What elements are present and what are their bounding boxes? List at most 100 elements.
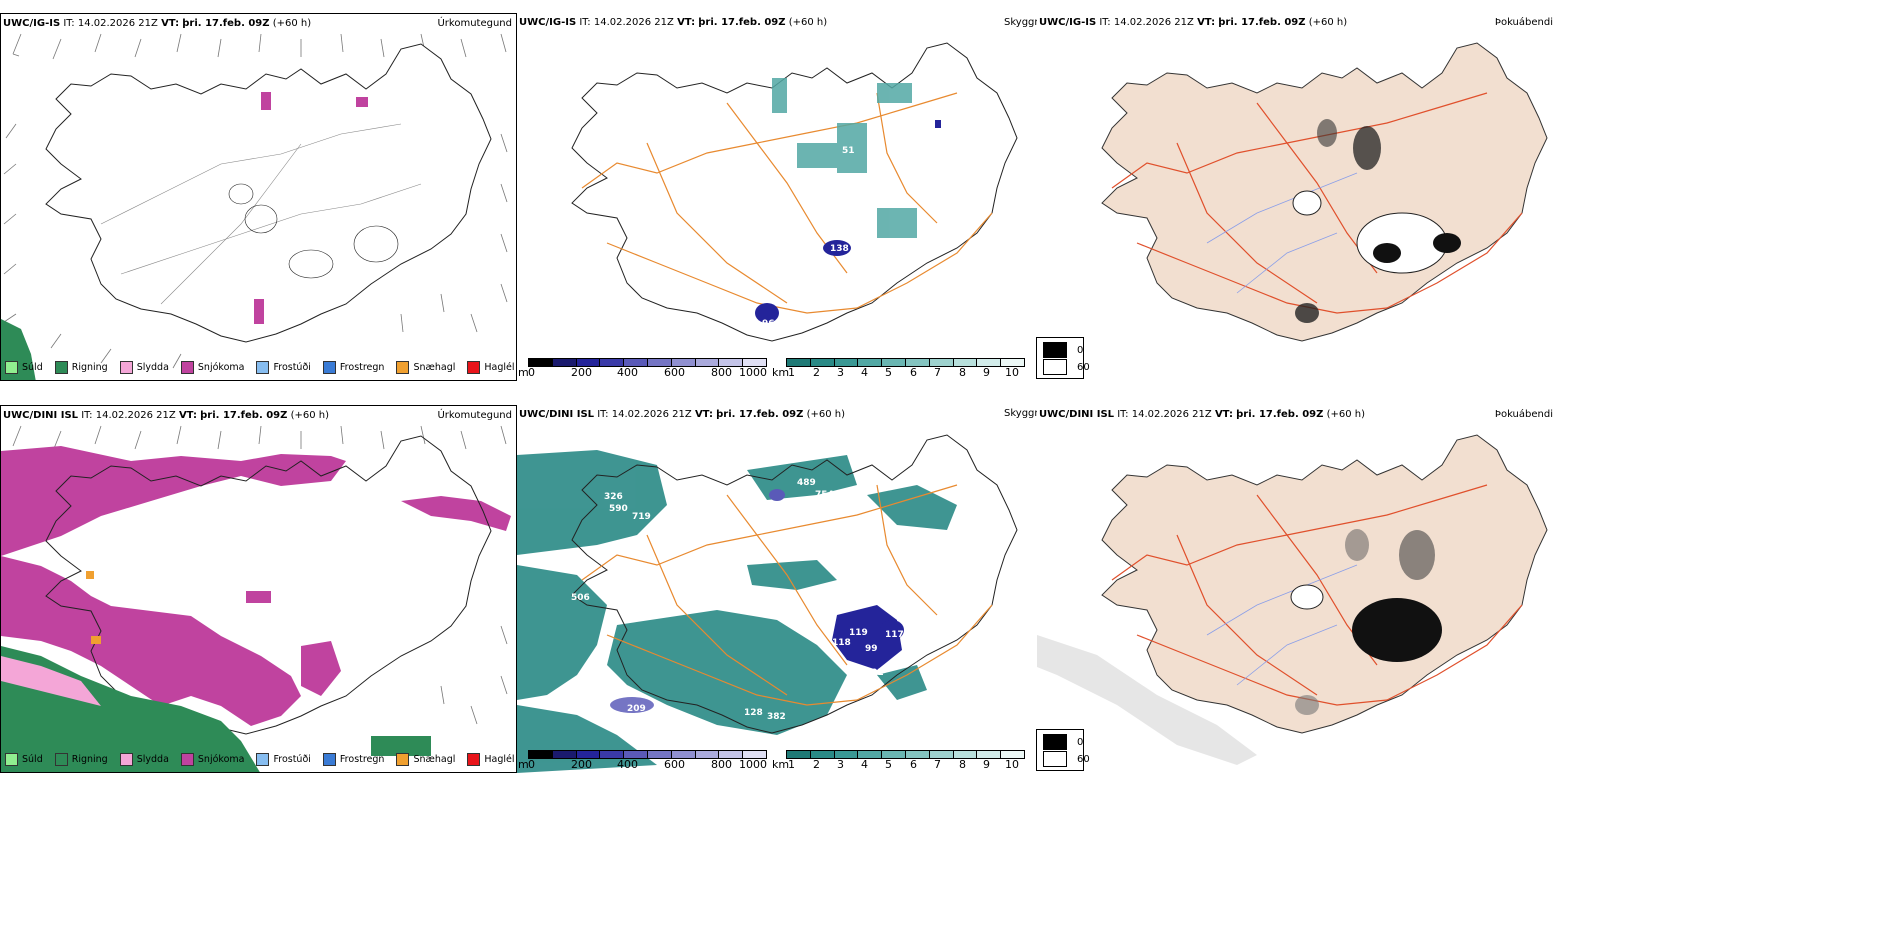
vis-label-119: 119 bbox=[849, 628, 868, 638]
vis-tick-km-6-top: 6 bbox=[910, 366, 917, 379]
precip-panel-top: UWC/IG-IS IT: 14.02.2026 21Z VT: þri. 17… bbox=[0, 13, 517, 381]
swatch-sleet bbox=[119, 361, 133, 374]
vis-tick-m-0-top: 0 bbox=[528, 366, 535, 379]
swatch-freezing-rain bbox=[322, 753, 336, 766]
title-visibility-bottom: Skyggni bbox=[1004, 408, 1044, 419]
title-visibility-top: Skyggni bbox=[1004, 17, 1044, 28]
vis-label-506: 506 bbox=[571, 593, 590, 603]
vis-tick-km-9-bottom: 9 bbox=[983, 758, 990, 771]
visibility-panel-bottom: 326 590 719 489 754 506 316 119 118 117 … bbox=[517, 405, 1037, 773]
legend-sleet: Slydda bbox=[119, 361, 169, 374]
precip-panel-bottom: UWC/DINI ISL IT: 14.02.2026 21Z VT: þri.… bbox=[0, 405, 517, 773]
swatch-hail bbox=[467, 361, 481, 374]
title-fog-top: Þokuábendi bbox=[1494, 17, 1553, 28]
vis-tick-km-2-top: 2 bbox=[813, 366, 820, 379]
vis-label-102: 102 bbox=[865, 668, 884, 678]
vis-tick-km-7-top: 7 bbox=[934, 366, 941, 379]
header-fog-top: UWC/IG-IS IT: 14.02.2026 21Z VT: þri. 17… bbox=[1039, 17, 1348, 28]
swatch-snow bbox=[180, 753, 194, 766]
legend-rain: Rigning bbox=[54, 361, 108, 374]
visibility-map-top: 51 138 96 bbox=[571, 42, 1018, 342]
header-fog-bottom: UWC/DINI ISL IT: 14.02.2026 21Z VT: þri.… bbox=[1039, 409, 1366, 420]
vis-label-590: 590 bbox=[609, 504, 628, 514]
vis-tick-m-1000-top: 1000 bbox=[739, 366, 767, 379]
vis-tick-m-800-top: 800 bbox=[711, 366, 732, 379]
swatch-freezing-drizzle bbox=[256, 361, 270, 374]
legend-sleet: Slydda bbox=[119, 753, 169, 766]
vis-tick-km-8-top: 8 bbox=[959, 366, 966, 379]
title-precip-bottom: Úrkomutegund bbox=[437, 410, 512, 421]
legend-drizzle: Súld bbox=[5, 753, 43, 766]
vis-label-489: 489 bbox=[797, 478, 816, 488]
vis-label-138: 138 bbox=[830, 244, 849, 254]
fog-legend-0-bottom: 0 bbox=[1043, 734, 1083, 750]
visibility-map-bottom: 326 590 719 489 754 506 316 119 118 117 … bbox=[517, 434, 1018, 773]
vis-label-118: 118 bbox=[832, 638, 851, 648]
vis-tick-km-8-bottom: 8 bbox=[959, 758, 966, 771]
title-fog-bottom: Þokuábendi bbox=[1494, 409, 1553, 420]
visibility-panel-top: 51 138 96 UWC/IG-IS IT: 14.02.2026 21Z V… bbox=[517, 13, 1037, 381]
legend-drizzle: Súld bbox=[5, 361, 43, 374]
swatch-hail bbox=[467, 753, 481, 766]
vis-label-754: 754 bbox=[815, 490, 834, 500]
vis-label-719: 719 bbox=[632, 512, 651, 522]
header-visibility-bottom: UWC/DINI ISL IT: 14.02.2026 21Z VT: þri.… bbox=[519, 409, 846, 420]
vis-label-117: 117 bbox=[885, 630, 904, 640]
vis-tick-km-3-top: 3 bbox=[837, 366, 844, 379]
swatch-drizzle bbox=[5, 753, 18, 766]
header-visibility-top: UWC/IG-IS IT: 14.02.2026 21Z VT: þri. 17… bbox=[519, 17, 828, 28]
legend-snow-pellets: Snæhagl bbox=[396, 361, 455, 374]
vis-colorbar-km-bottom bbox=[786, 750, 1025, 759]
vis-label-99: 99 bbox=[865, 644, 878, 654]
header-precip-top: UWC/IG-IS IT: 14.02.2026 21Z VT: þri. 17… bbox=[3, 18, 312, 29]
vis-label-316: 316 bbox=[772, 600, 791, 610]
fog-panel-top: UWC/IG-IS IT: 14.02.2026 21Z VT: þri. 17… bbox=[1037, 13, 1557, 381]
vis-tick-km-6-bottom: 6 bbox=[910, 758, 917, 771]
legend-freezing-rain: Frostregn bbox=[322, 361, 384, 374]
legend-snow: Snjókoma bbox=[180, 361, 244, 374]
vis-unit-m-bottom: m bbox=[518, 758, 529, 771]
vis-tick-km-3-bottom: 3 bbox=[837, 758, 844, 771]
vis-colorbar-m-top bbox=[528, 358, 767, 367]
fog-map-top bbox=[1101, 42, 1548, 342]
vis-tick-km-1-bottom: 1 bbox=[788, 758, 795, 771]
fog-legend-60-bottom: 60 bbox=[1043, 751, 1090, 767]
legend-hail: Haglél bbox=[467, 753, 515, 766]
precip-map-top bbox=[1, 33, 508, 380]
swatch-snow-pellets bbox=[396, 361, 410, 374]
vis-label-209: 209 bbox=[627, 704, 646, 714]
vis-label-382: 382 bbox=[767, 712, 786, 722]
swatch-rain bbox=[54, 753, 68, 766]
swatch-sleet bbox=[119, 753, 133, 766]
vis-label-51: 51 bbox=[842, 146, 855, 156]
vis-tick-km-2-bottom: 2 bbox=[813, 758, 820, 771]
vis-tick-m-200-bottom: 200 bbox=[571, 758, 592, 771]
fog-legend-60-top: 60 bbox=[1043, 359, 1090, 375]
vis-unit-km-bottom: km bbox=[772, 758, 790, 771]
vis-tick-km-4-bottom: 4 bbox=[861, 758, 868, 771]
vis-label-128: 128 bbox=[744, 708, 763, 718]
legend-freezing-drizzle: Frostúði bbox=[256, 361, 311, 374]
vis-unit-m-top: m bbox=[518, 366, 529, 379]
vis-tick-km-4-top: 4 bbox=[861, 366, 868, 379]
swatch-snow-pellets bbox=[396, 753, 410, 766]
fog-map-bottom bbox=[1037, 434, 1548, 765]
vis-colorbar-m-bottom bbox=[528, 750, 767, 759]
fog-legend-0-top: 0 bbox=[1043, 342, 1083, 358]
vis-tick-km-9-top: 9 bbox=[983, 366, 990, 379]
fog-panel-bottom: UWC/DINI ISL IT: 14.02.2026 21Z VT: þri.… bbox=[1037, 405, 1557, 773]
legend-rain: Rigning bbox=[54, 753, 108, 766]
vis-tick-m-200-top: 200 bbox=[571, 366, 592, 379]
vis-label-326: 326 bbox=[604, 492, 623, 502]
swatch-snow bbox=[180, 361, 194, 374]
precip-map-bottom bbox=[1, 425, 511, 772]
legend-freezing-rain: Frostregn bbox=[322, 753, 384, 766]
vis-tick-km-10-top: 10 bbox=[1005, 366, 1019, 379]
vis-unit-km-top: km bbox=[772, 366, 790, 379]
legend-freezing-drizzle: Frostúði bbox=[256, 753, 311, 766]
precip-legend-top: Súld Rigning Slydda Snjókoma Frostúði Fr… bbox=[5, 361, 515, 374]
vis-tick-km-10-bottom: 10 bbox=[1005, 758, 1019, 771]
vis-tick-km-5-top: 5 bbox=[885, 366, 892, 379]
swatch-freezing-drizzle bbox=[256, 753, 270, 766]
vis-tick-m-0-bottom: 0 bbox=[528, 758, 535, 771]
